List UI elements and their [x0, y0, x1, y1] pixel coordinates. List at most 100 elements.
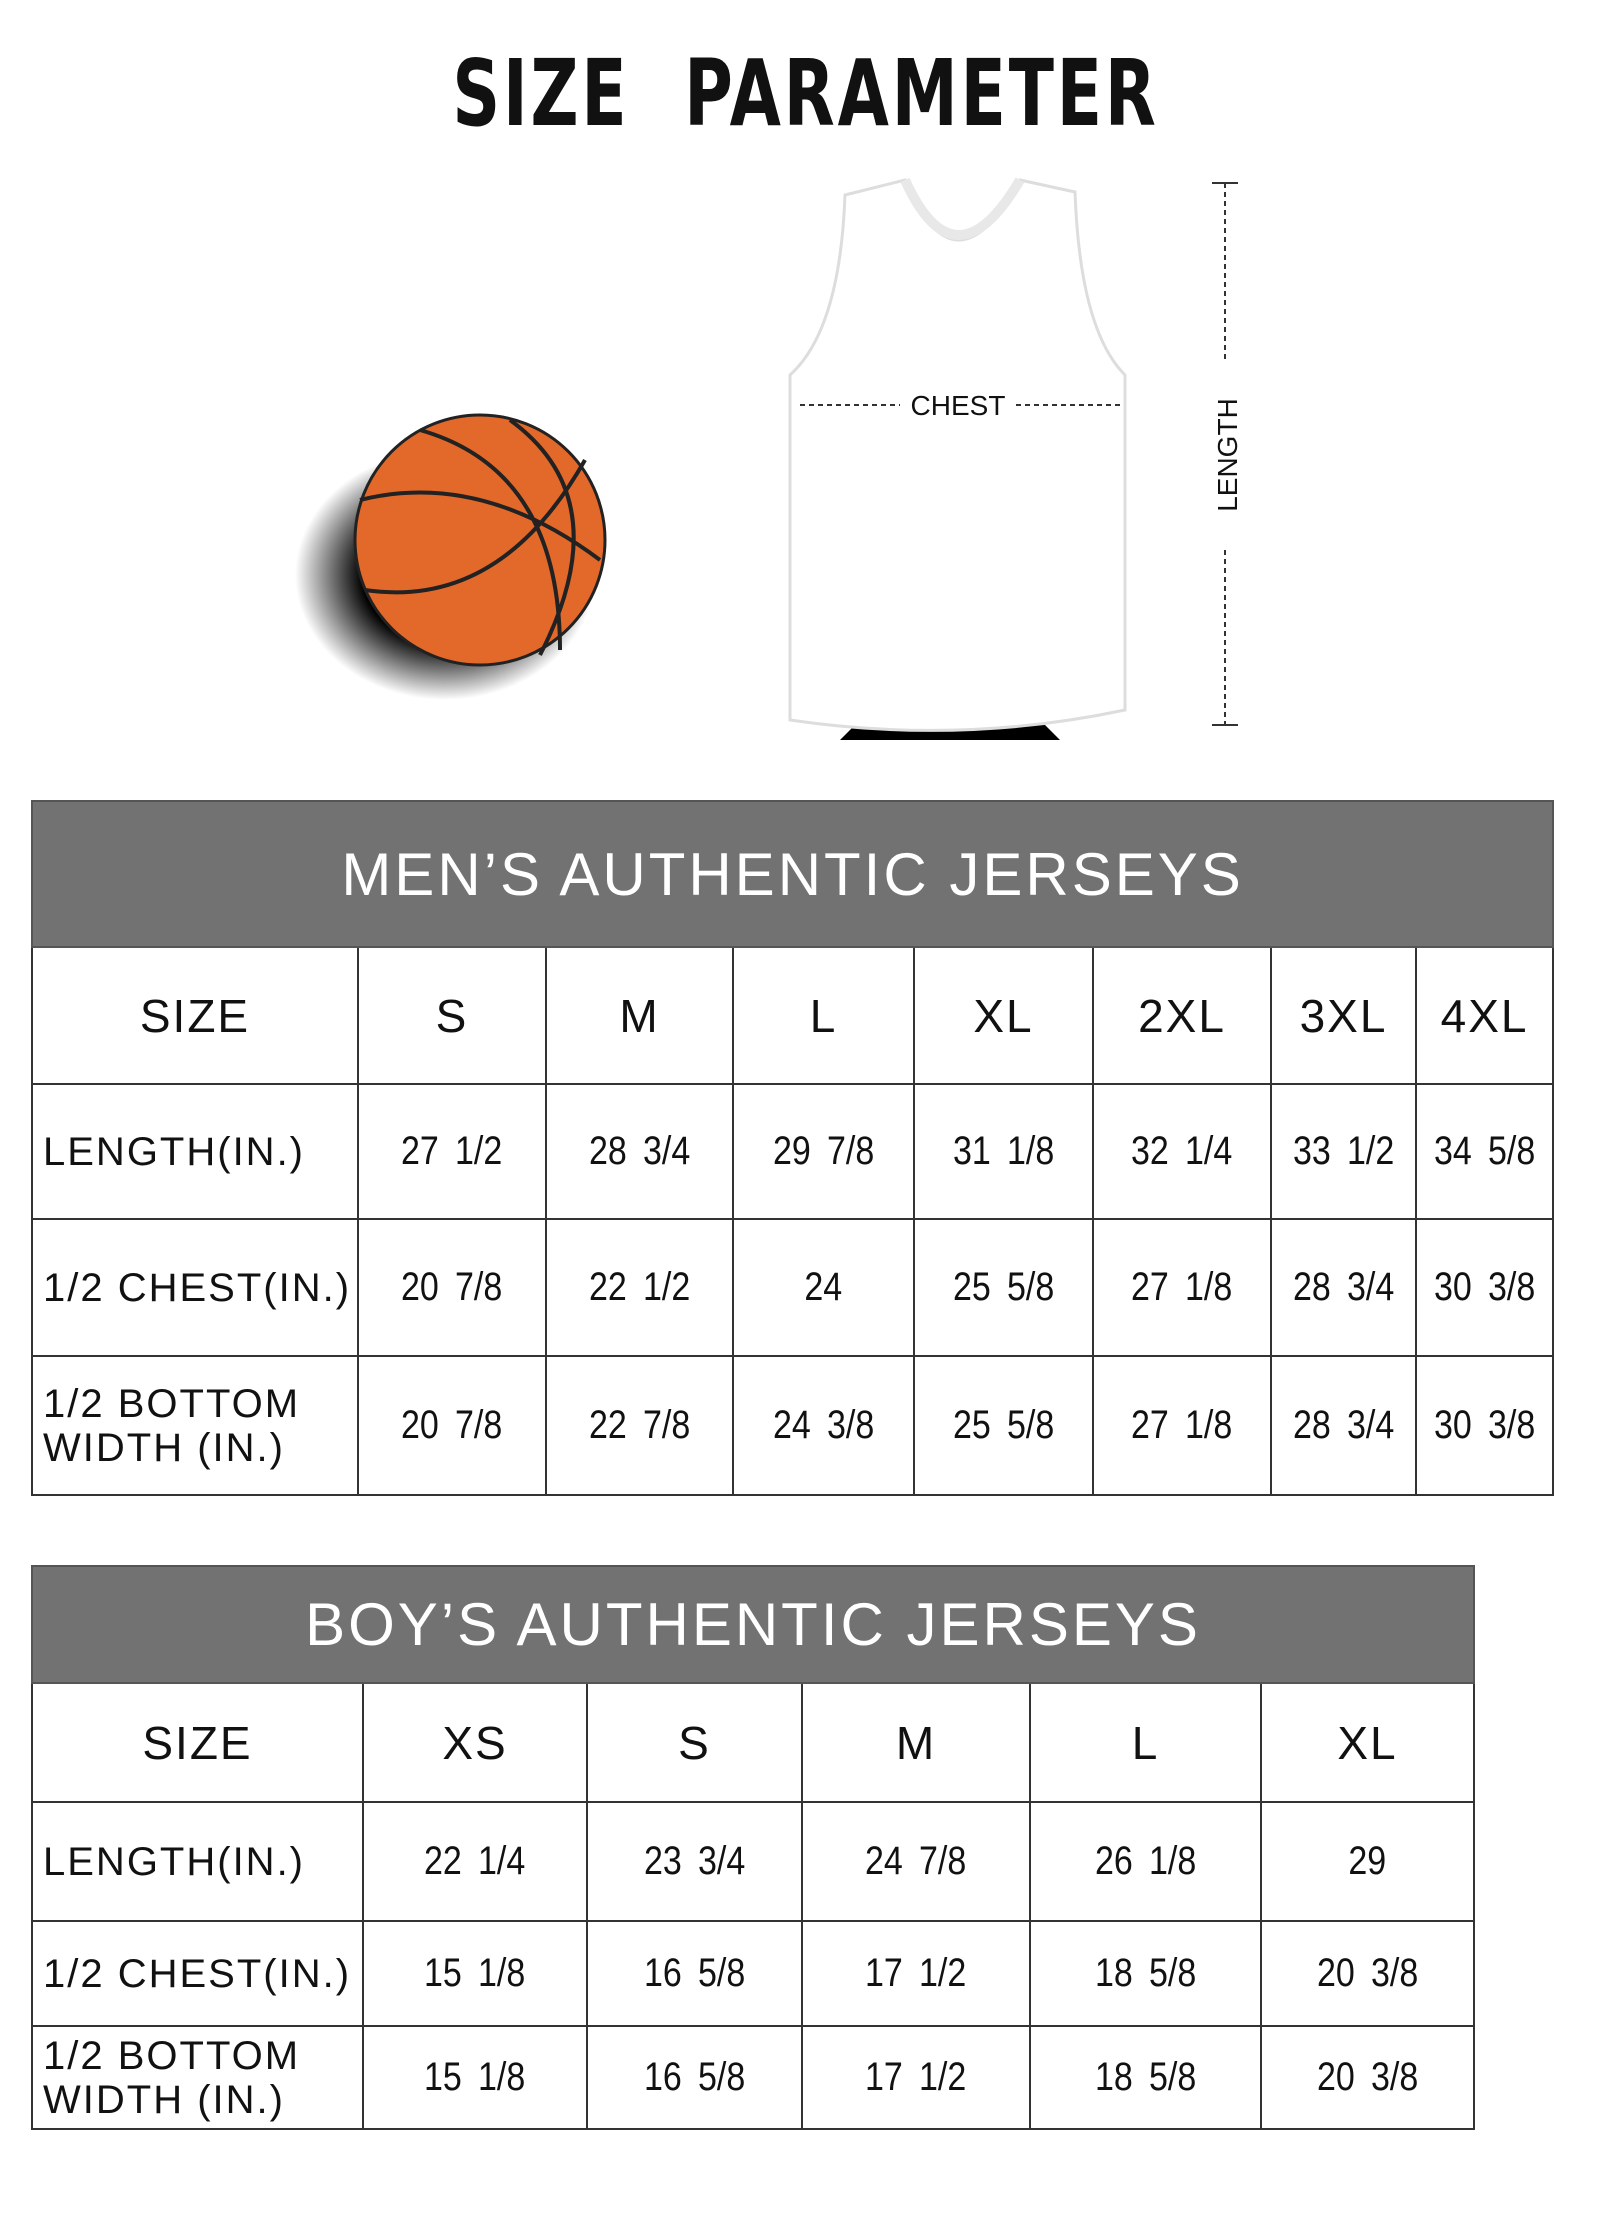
value-cell: 27 1/8	[1092, 1355, 1272, 1496]
value-text: 29 7/8	[772, 1129, 875, 1173]
value-cell: 20 3/8	[1259, 1920, 1476, 2027]
value-text: 32 1/4	[1131, 1129, 1233, 1173]
size-cell: 2XL	[1092, 946, 1272, 1085]
value-cell: 15 1/8	[362, 2025, 588, 2130]
size-cell: S	[586, 1682, 803, 1803]
value-text: 20 7/8	[401, 1403, 503, 1447]
value-text: 24 3/8	[772, 1403, 875, 1447]
row-label: LENGTH(IN.)	[31, 1801, 364, 1922]
value-text: 15 1/8	[424, 1951, 526, 1995]
value-cell: 20 3/8	[1259, 2025, 1476, 2130]
value-cell: 28 3/4	[1270, 1218, 1417, 1357]
men-heading: MEN’S AUTHENTIC JERSEYS	[30, 800, 1555, 948]
value-cell: 24 7/8	[801, 1801, 1031, 1922]
value-cell: 27 1/2	[357, 1083, 547, 1220]
value-text: 20 7/8	[401, 1265, 503, 1309]
row-label: 1/2 BOTTOM WIDTH (IN.)	[31, 1355, 359, 1496]
measurement-row: LENGTH(IN.) 22 1/4 23 3/4 24 7/8 26 1/8 29	[31, 1801, 1476, 1922]
value-cell: 17 1/2	[801, 2025, 1031, 2130]
size-row: SIZE S M L XL 2XL 3XL 4XL	[31, 946, 1555, 1085]
value-cell: 16 5/8	[586, 1920, 803, 2027]
value-text: 16 5/8	[643, 2055, 746, 2099]
value-cell: 18 5/8	[1029, 1920, 1262, 2027]
value-text: 22 7/8	[588, 1403, 691, 1447]
value-cell: 25 5/8	[913, 1218, 1094, 1357]
value-cell: 31 1/8	[913, 1083, 1094, 1220]
value-cell: 24 3/8	[732, 1355, 915, 1496]
value-text: 27 1/2	[401, 1129, 503, 1173]
size-cell: XS	[362, 1682, 588, 1803]
size-label: SIZE	[31, 946, 359, 1085]
value-text: 27 1/8	[1131, 1265, 1233, 1309]
value-text: 22 1/2	[588, 1265, 691, 1309]
value-text: 24 7/8	[865, 1839, 967, 1883]
value-text: 18 5/8	[1094, 2055, 1197, 2099]
value-text: 28 3/4	[1292, 1403, 1395, 1447]
measurement-row: 1/2 CHEST(IN.) 15 1/8 16 5/8 17 1/2 18 5/8 20…	[31, 1920, 1476, 2027]
value-text: 18 5/8	[1094, 1951, 1197, 1995]
row-label: 1/2 BOTTOM WIDTH (IN.)	[31, 2025, 364, 2130]
value-cell: 26 1/8	[1029, 1801, 1262, 1922]
size-row: SIZE XS S M L XL	[31, 1682, 1476, 1803]
size-cell: L	[732, 946, 915, 1085]
value-text: 33 1/2	[1292, 1129, 1395, 1173]
value-text: 16 5/8	[643, 1951, 746, 1995]
value-text: 30 3/8	[1433, 1403, 1536, 1447]
value-cell: 28 3/4	[545, 1083, 734, 1220]
measurement-row: 1/2 BOTTOM WIDTH (IN.) 15 1/8 16 5/8 17 1/2…	[31, 2025, 1476, 2130]
value-text: 34 5/8	[1433, 1129, 1536, 1173]
jersey-illustration: CHEST LENGTH	[295, 177, 1243, 740]
jersey-icon: CHEST	[788, 177, 1127, 740]
value-text: 28 3/4	[588, 1129, 691, 1173]
value-text: 22 1/4	[424, 1839, 526, 1883]
value-cell: 20 7/8	[357, 1218, 547, 1357]
measurement-row: LENGTH(IN.) 27 1/2 28 3/4 29 7/8 31 1/8 32 1/…	[31, 1083, 1555, 1220]
size-label: SIZE	[31, 1682, 364, 1803]
size-cell: 4XL	[1414, 946, 1555, 1085]
value-cell: 28 3/4	[1270, 1355, 1417, 1496]
value-text: 28 3/4	[1292, 1265, 1395, 1309]
value-cell: 29	[1259, 1801, 1476, 1922]
value-cell: 15 1/8	[362, 1920, 588, 2027]
row-label: 1/2 CHEST(IN.)	[31, 1218, 359, 1357]
length-label: LENGTH	[1212, 398, 1243, 512]
value-text: 20 3/8	[1316, 1951, 1419, 1995]
boys-heading: BOY’S AUTHENTIC JERSEYS	[30, 1565, 1476, 1684]
value-cell: 22 1/4	[362, 1801, 588, 1922]
chest-label: CHEST	[911, 390, 1006, 421]
measurement-row: 1/2 BOTTOM WIDTH (IN.) 20 7/8 22 7/8 24 3/8…	[31, 1355, 1555, 1496]
size-cell: XL	[1259, 1682, 1476, 1803]
length-indicator: LENGTH	[1212, 182, 1243, 726]
value-text: 17 1/2	[865, 2055, 967, 2099]
size-cell: L	[1029, 1682, 1262, 1803]
value-cell: 29 7/8	[732, 1083, 915, 1220]
value-cell: 32 1/4	[1092, 1083, 1272, 1220]
value-cell: 34 5/8	[1414, 1083, 1555, 1220]
measurement-row: 1/2 CHEST(IN.) 20 7/8 22 1/2 24 25 5/8 27 1/8…	[31, 1218, 1555, 1357]
value-text: 23 3/4	[643, 1839, 746, 1883]
value-text: 20 3/8	[1316, 2055, 1419, 2099]
size-cell: M	[545, 946, 734, 1085]
value-text: 26 1/8	[1094, 1839, 1197, 1883]
value-cell: 30 3/8	[1414, 1355, 1555, 1496]
value-cell: 16 5/8	[586, 2025, 803, 2130]
value-cell: 17 1/2	[801, 1920, 1031, 2027]
value-cell: 27 1/8	[1092, 1218, 1272, 1357]
value-text: 15 1/8	[424, 2055, 526, 2099]
row-label: 1/2 CHEST(IN.)	[31, 1920, 364, 2027]
men-size-table: MEN’S AUTHENTIC JERSEYS SIZE S M L XL 2X…	[30, 800, 1555, 1496]
size-cell: M	[801, 1682, 1031, 1803]
value-cell: 24	[732, 1218, 915, 1357]
size-cell: S	[357, 946, 547, 1085]
value-cell: 18 5/8	[1029, 2025, 1262, 2130]
value-cell: 25 5/8	[913, 1355, 1094, 1496]
value-cell: 22 7/8	[545, 1355, 734, 1496]
value-cell: 23 3/4	[586, 1801, 803, 1922]
value-cell: 20 7/8	[357, 1355, 547, 1496]
value-text: 17 1/2	[865, 1951, 967, 1995]
value-cell: 22 1/2	[545, 1218, 734, 1357]
size-cell: XL	[913, 946, 1094, 1085]
page-title: SIZE PARAMETER	[452, 40, 1159, 147]
row-label: LENGTH(IN.)	[31, 1083, 359, 1220]
value-text: 30 3/8	[1433, 1265, 1536, 1309]
